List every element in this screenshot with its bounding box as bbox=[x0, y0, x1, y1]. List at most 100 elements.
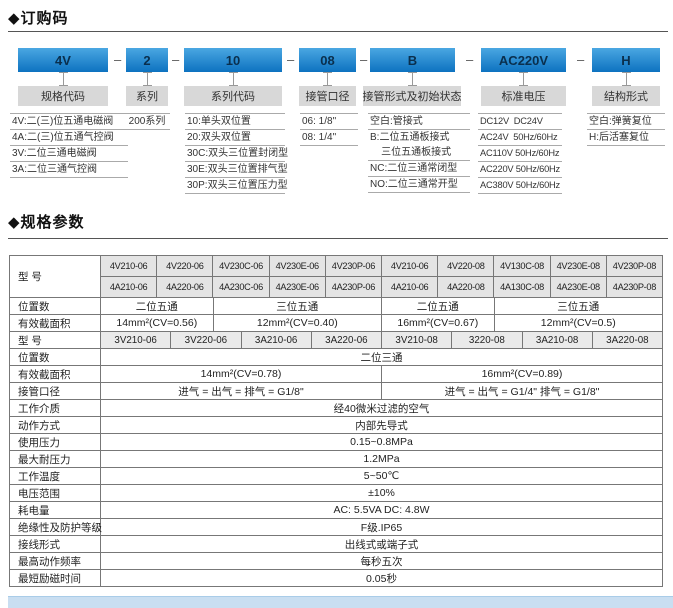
model-cell: 4A230P-06 bbox=[325, 277, 383, 298]
model-cell: 4V230E-08 bbox=[550, 256, 607, 277]
value-cell: 三位五通 bbox=[213, 298, 382, 315]
value-cell: 每秒五次 bbox=[101, 553, 663, 570]
order-code-title: ◆订购码 bbox=[8, 10, 69, 27]
value-cell: 三位五通 bbox=[494, 298, 663, 315]
table-row-models-4v: 型 号 4V210-06 4V220-06 4V230C-06 4V230E-0… bbox=[10, 256, 664, 298]
value-cell: 16mm²(CV=0.67) bbox=[382, 315, 495, 332]
dash-separator: – bbox=[466, 52, 474, 67]
option-item: 4V:二(三)位五通电磁阀 bbox=[10, 114, 128, 130]
order-segment-port-size: 08 接管口径 06: 1/8" 08: 1/4" bbox=[299, 48, 358, 146]
value-cell: 二位五通 bbox=[101, 298, 214, 315]
model-cell: 4V230P-08 bbox=[606, 256, 664, 277]
segment-label: 标准电压 bbox=[481, 86, 566, 106]
options-list: 06: 1/8" 08: 1/4" bbox=[300, 113, 358, 146]
model-cell: 3A210-06 bbox=[241, 332, 312, 349]
option-item: 08: 1/4" bbox=[300, 130, 358, 146]
model-cell: 4V220-08 bbox=[438, 256, 495, 277]
dash-separator: – bbox=[577, 52, 585, 67]
footer-bar bbox=[8, 596, 673, 608]
row-label: 动作方式 bbox=[10, 417, 101, 434]
model-cell: 4V230P-06 bbox=[325, 256, 383, 277]
table-row-wiring: 接线形式 出线式或端子式 bbox=[10, 536, 663, 553]
connector-line bbox=[58, 72, 68, 86]
option-item: AC220V 50Hz/60Hz bbox=[478, 162, 562, 178]
dash-separator: – bbox=[172, 52, 180, 67]
connector-line bbox=[621, 72, 631, 86]
value-cell: 经40微米过滤的空气 bbox=[101, 400, 663, 417]
order-segment-voltage: AC220V 标准电压 DC12V DC24V AC24V 50Hz/60Hz … bbox=[478, 48, 566, 194]
model-cell: 3V220-06 bbox=[171, 332, 242, 349]
row-label: 使用压力 bbox=[10, 434, 101, 451]
specs-title: ◆规格参数 bbox=[8, 214, 85, 231]
model-cell: 3A210-08 bbox=[522, 332, 593, 349]
order-segment-structure: H 结构形式 空白:弹簧复位 H:后活塞复位 bbox=[587, 48, 665, 146]
options-list: 4V:二(三)位五通电磁阀 4A:二(三)位五通气控阀 3V:二位三通电磁阀 3… bbox=[10, 113, 128, 178]
order-segment-pipe-type: B 接管形式及初始状态 空白:管接式 B:二位五通板接式 三位五通板接式 NC:… bbox=[363, 48, 470, 193]
table-row-area-2: 有效截面积 14mm²(CV=0.78) 16mm²(CV=0.89) bbox=[10, 366, 663, 383]
model-cell: 3V210-08 bbox=[382, 332, 453, 349]
value-cell: 0.15~0.8MPa bbox=[101, 434, 663, 451]
option-item: H:后活塞复位 bbox=[587, 130, 665, 146]
table-row-actuation: 动作方式 内部先导式 bbox=[10, 417, 663, 434]
option-item: 06: 1/8" bbox=[300, 114, 358, 130]
options-list: 空白:管接式 B:二位五通板接式 三位五通板接式 NC:二位三通常闭型 NO:二… bbox=[368, 113, 470, 193]
model-cell: 4V210-06 bbox=[382, 256, 439, 277]
row-label: 最高动作频率 bbox=[10, 553, 101, 570]
segment-label: 规格代码 bbox=[18, 86, 108, 106]
table-row-max-pressure: 最大耐压力 1.2MPa bbox=[10, 451, 663, 468]
order-segment-spec-code: 4V 规格代码 4V:二(三)位五通电磁阀 4A:二(三)位五通气控阀 3V:二… bbox=[10, 48, 128, 178]
option-item: AC380V 50Hz/60Hz bbox=[478, 178, 562, 194]
row-label: 工作介质 bbox=[10, 400, 101, 417]
option-item: 空白:弹簧复位 bbox=[587, 114, 665, 130]
title-rule bbox=[8, 31, 668, 32]
options-list: DC12V DC24V AC24V 50Hz/60Hz AC110V 50Hz/… bbox=[478, 113, 562, 194]
value-cell: 进气 = 出气 = G1/4" 排气 = G1/8" bbox=[382, 383, 663, 400]
segment-label: 系列代码 bbox=[184, 86, 282, 106]
option-item: 200系列 bbox=[124, 114, 170, 130]
options-list: 10:单头双位置 20:双头双位置 30C:双头三位置封闭型 30E:双头三位置… bbox=[185, 113, 288, 194]
segment-label: 系列 bbox=[126, 86, 168, 106]
row-label: 电压范围 bbox=[10, 485, 101, 502]
value-cell: ±10% bbox=[101, 485, 663, 502]
option-item: 10:单头双位置 bbox=[185, 114, 285, 130]
option-item: DC12V DC24V bbox=[478, 114, 562, 130]
value-cell: 内部先导式 bbox=[101, 417, 663, 434]
row-label: 最大耐压力 bbox=[10, 451, 101, 468]
model-cell: 4A230E-08 bbox=[550, 277, 607, 298]
dash-separator: – bbox=[114, 52, 122, 67]
segment-label: 结构形式 bbox=[592, 86, 660, 106]
connector-line bbox=[323, 72, 332, 86]
table-row-power: 耗电量 AC: 5.5VA DC: 4.8W bbox=[10, 502, 663, 519]
model-cell: 4V230C-06 bbox=[213, 256, 270, 277]
table-row-positions-1: 位置数 二位五通 三位五通 二位五通 三位五通 bbox=[10, 298, 663, 315]
model-cell: 3A220-08 bbox=[592, 332, 663, 349]
table-row-pressure: 使用压力 0.15~0.8MPa bbox=[10, 434, 663, 451]
option-item: 三位五通板接式 bbox=[368, 145, 470, 161]
row-label: 有效截面积 bbox=[10, 315, 101, 332]
value-cell: AC: 5.5VA DC: 4.8W bbox=[101, 502, 663, 519]
spec-table: 型 号 4V210-06 4V220-06 4V230C-06 4V230E-0… bbox=[9, 255, 664, 587]
value-cell: F级.IP65 bbox=[101, 519, 663, 536]
connector-line bbox=[519, 72, 528, 86]
row-label: 位置数 bbox=[10, 349, 101, 366]
title-rule bbox=[8, 238, 668, 239]
table-row-area-1: 有效截面积 14mm²(CV=0.56) 12mm²(CV=0.40) 16mm… bbox=[10, 315, 663, 332]
order-code-box: 10 bbox=[184, 48, 282, 72]
table-row-excitation-time: 最短励磁时间 0.05秒 bbox=[10, 570, 663, 587]
option-item: NO:二位三通常开型 bbox=[368, 177, 470, 193]
value-cell: 1.2MPa bbox=[101, 451, 663, 468]
model-cell: 4A210-06 bbox=[101, 277, 158, 298]
options-list: 空白:弹簧复位 H:后活塞复位 bbox=[587, 113, 665, 146]
order-segment-series-code: 10 系列代码 10:单头双位置 20:双头双位置 30C:双头三位置封闭型 3… bbox=[184, 48, 288, 194]
model-cell: 4V230E-06 bbox=[269, 256, 326, 277]
value-cell: 5~50℃ bbox=[101, 468, 663, 485]
model-cell: 3A220-06 bbox=[311, 332, 382, 349]
value-cell: 进气 = 出气 = 排气 = G1/8" bbox=[101, 383, 382, 400]
table-row-medium: 工作介质 经40微米过滤的空气 bbox=[10, 400, 663, 417]
table-row-frequency: 最高动作频率 每秒五次 bbox=[10, 553, 663, 570]
table-row-voltage-range: 电压范围 ±10% bbox=[10, 485, 663, 502]
value-cell: 0.05秒 bbox=[101, 570, 663, 587]
table-row-insulation: 绝缘性及防护等级 F级.IP65 bbox=[10, 519, 663, 536]
order-code-box: 08 bbox=[299, 48, 356, 72]
value-cell: 14mm²(CV=0.56) bbox=[101, 315, 214, 332]
